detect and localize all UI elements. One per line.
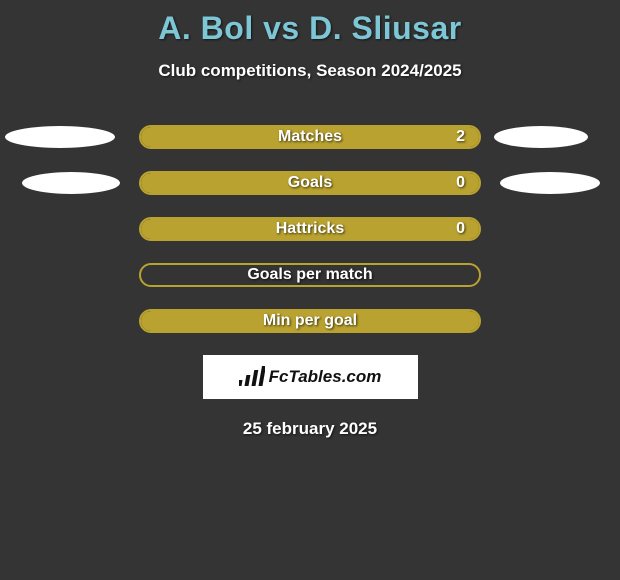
left-ellipse [5, 126, 115, 148]
logo-text: FcTables.com [269, 367, 382, 387]
logo: FcTables.com [239, 366, 382, 388]
stat-row: Hattricks 0 [0, 217, 620, 241]
stat-value: 0 [456, 174, 465, 192]
logo-bars-icon [239, 366, 265, 388]
date: 25 february 2025 [0, 419, 620, 439]
comparison-card: A. Bol vs D. Sliusar Club competitions, … [0, 0, 620, 580]
stat-row: Goals per match [0, 263, 620, 287]
stat-bar: Hattricks 0 [139, 217, 481, 241]
stat-rows: Matches 2 Goals 0 Hattricks 0 [0, 125, 620, 333]
left-ellipse [22, 172, 120, 194]
stat-bar: Min per goal [139, 309, 481, 333]
stat-label: Goals per match [141, 266, 479, 284]
logo-box: FcTables.com [203, 355, 418, 399]
stat-bar: Goals per match [139, 263, 481, 287]
right-ellipse [500, 172, 600, 194]
subtitle: Club competitions, Season 2024/2025 [0, 61, 620, 81]
stat-value: 2 [456, 128, 465, 146]
stat-row: Goals 0 [0, 171, 620, 195]
stat-label: Matches [141, 128, 479, 146]
stat-bar: Goals 0 [139, 171, 481, 195]
stat-label: Goals [141, 174, 479, 192]
stat-row: Matches 2 [0, 125, 620, 149]
stat-value: 0 [456, 220, 465, 238]
page-title: A. Bol vs D. Sliusar [0, 10, 620, 47]
right-ellipse [494, 126, 588, 148]
stat-label: Min per goal [141, 312, 479, 330]
stat-row: Min per goal [0, 309, 620, 333]
stat-label: Hattricks [141, 220, 479, 238]
stat-bar: Matches 2 [139, 125, 481, 149]
